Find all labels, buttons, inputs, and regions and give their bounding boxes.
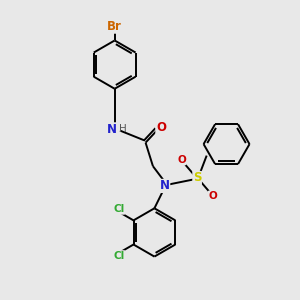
Text: N: N — [160, 179, 170, 192]
Text: Cl: Cl — [113, 204, 124, 214]
Text: H: H — [119, 124, 127, 134]
Text: Cl: Cl — [113, 251, 124, 261]
Text: O: O — [177, 155, 186, 165]
Text: Br: Br — [107, 20, 122, 33]
Text: O: O — [208, 191, 217, 201]
Text: O: O — [156, 121, 166, 134]
Text: N: N — [107, 123, 117, 136]
Text: S: S — [193, 172, 201, 184]
